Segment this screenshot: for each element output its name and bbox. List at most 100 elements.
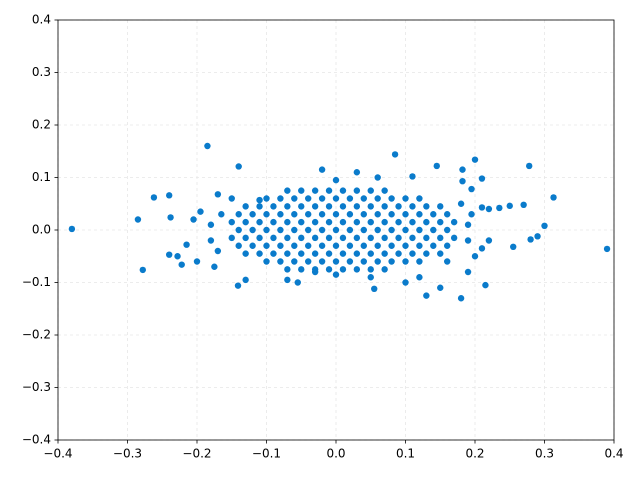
point <box>318 258 326 265</box>
point <box>242 234 249 242</box>
point <box>270 203 277 210</box>
point <box>256 196 263 204</box>
point <box>332 258 340 265</box>
point <box>353 250 361 257</box>
point <box>478 204 486 211</box>
point <box>325 187 333 194</box>
point <box>263 226 270 234</box>
point <box>423 203 430 210</box>
point <box>256 250 263 257</box>
point <box>478 245 486 252</box>
point <box>284 187 291 194</box>
point <box>437 250 444 257</box>
point <box>174 253 181 260</box>
point <box>68 225 76 233</box>
point <box>291 211 298 218</box>
point <box>277 211 284 218</box>
y-tick-label: 0.4 <box>32 13 51 27</box>
point <box>242 218 249 226</box>
point <box>367 218 374 226</box>
point <box>332 226 340 234</box>
point <box>360 195 367 202</box>
point <box>291 242 298 249</box>
point <box>284 250 291 257</box>
x-tick-label: 0.3 <box>535 447 554 461</box>
point <box>346 242 354 249</box>
x-tick-label: 0.1 <box>396 447 415 461</box>
point <box>332 195 340 202</box>
point <box>444 258 451 265</box>
point <box>353 203 361 210</box>
point <box>339 187 347 194</box>
point <box>367 266 374 273</box>
point <box>471 253 479 260</box>
point <box>402 242 409 249</box>
point <box>430 226 437 234</box>
point <box>459 166 466 173</box>
point <box>346 211 354 218</box>
point <box>167 214 174 221</box>
point <box>402 279 409 286</box>
point <box>277 195 284 202</box>
point <box>550 194 557 201</box>
x-tick-label: 0.4 <box>604 447 623 461</box>
point <box>249 211 256 218</box>
point <box>423 234 430 242</box>
point <box>464 237 472 244</box>
point <box>423 218 430 226</box>
point <box>388 211 395 218</box>
point <box>374 258 381 265</box>
point <box>353 169 361 176</box>
point <box>298 234 305 242</box>
point <box>416 258 423 265</box>
point <box>228 195 235 202</box>
point <box>332 211 340 218</box>
point <box>353 218 361 226</box>
point <box>178 261 185 268</box>
point <box>325 203 333 210</box>
point <box>367 203 374 210</box>
point <box>211 263 218 270</box>
point <box>402 226 409 234</box>
point <box>496 204 503 212</box>
point <box>318 242 326 249</box>
point <box>416 226 423 234</box>
point <box>409 203 416 210</box>
point <box>332 271 340 278</box>
point <box>190 216 197 223</box>
point <box>360 211 367 218</box>
point <box>374 242 381 249</box>
point <box>459 177 466 185</box>
point <box>416 195 423 202</box>
y-tick-label: 0.3 <box>32 65 51 79</box>
point <box>534 233 541 240</box>
point <box>270 218 277 226</box>
point <box>371 285 378 292</box>
point <box>256 203 263 210</box>
point <box>318 166 326 173</box>
point <box>353 187 361 194</box>
point <box>388 242 395 249</box>
point <box>360 258 367 265</box>
point <box>263 242 270 249</box>
point <box>284 203 291 210</box>
point <box>311 203 319 210</box>
point <box>381 234 388 242</box>
point <box>367 274 374 281</box>
point <box>464 221 472 228</box>
point <box>416 211 423 218</box>
point <box>471 156 479 163</box>
point <box>207 221 215 228</box>
point <box>527 236 534 243</box>
point <box>395 250 402 257</box>
y-tick-label: −0.3 <box>22 380 51 394</box>
point <box>381 250 388 257</box>
point <box>214 191 222 198</box>
point <box>457 200 465 207</box>
y-tick-label: 0.2 <box>32 118 51 132</box>
point <box>270 250 277 257</box>
point <box>214 247 222 255</box>
point <box>305 226 312 234</box>
point <box>311 234 319 242</box>
